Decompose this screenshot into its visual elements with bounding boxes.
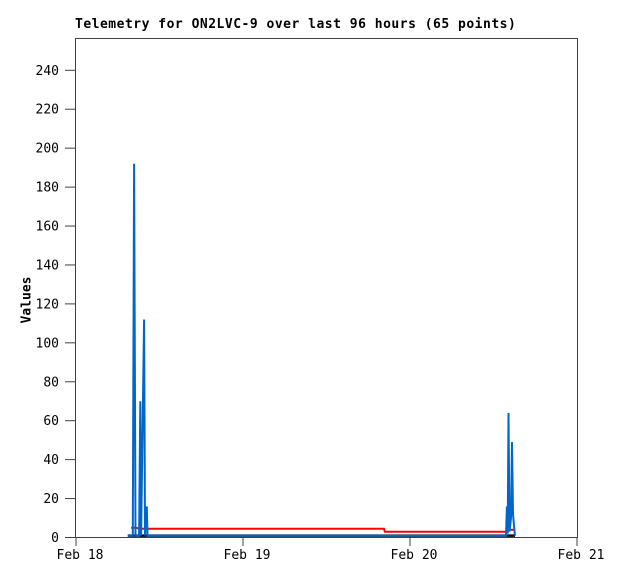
y-tick-label: 220 xyxy=(36,103,59,118)
y-tick-label: 200 xyxy=(36,142,59,157)
y-tick-label: 240 xyxy=(36,64,59,79)
y-axis-label: Values xyxy=(19,276,35,324)
x-tick-label: Feb 18 xyxy=(57,548,104,563)
chart-title: Telemetry for ON2LVC-9 over last 96 hour… xyxy=(75,17,517,32)
y-tick-label: 160 xyxy=(36,220,59,235)
y-tick-label: 20 xyxy=(43,492,59,507)
plot-frame xyxy=(75,38,578,538)
blue-series xyxy=(127,163,516,537)
red-series xyxy=(131,526,515,533)
x-tick-label: Feb 20 xyxy=(391,548,438,563)
y-tick-label: 80 xyxy=(43,375,59,390)
x-tick-label: Feb 19 xyxy=(224,548,271,563)
y-tick-label: 0 xyxy=(51,531,59,546)
x-tick-label: Feb 21 xyxy=(558,548,605,563)
y-tick-label: 180 xyxy=(36,181,59,196)
y-tick-label: 100 xyxy=(36,336,59,351)
y-tick-label: 60 xyxy=(43,414,59,429)
y-tick-label: 120 xyxy=(36,297,59,312)
y-tick-label: 140 xyxy=(36,258,59,273)
y-tick-label: 40 xyxy=(43,453,59,468)
